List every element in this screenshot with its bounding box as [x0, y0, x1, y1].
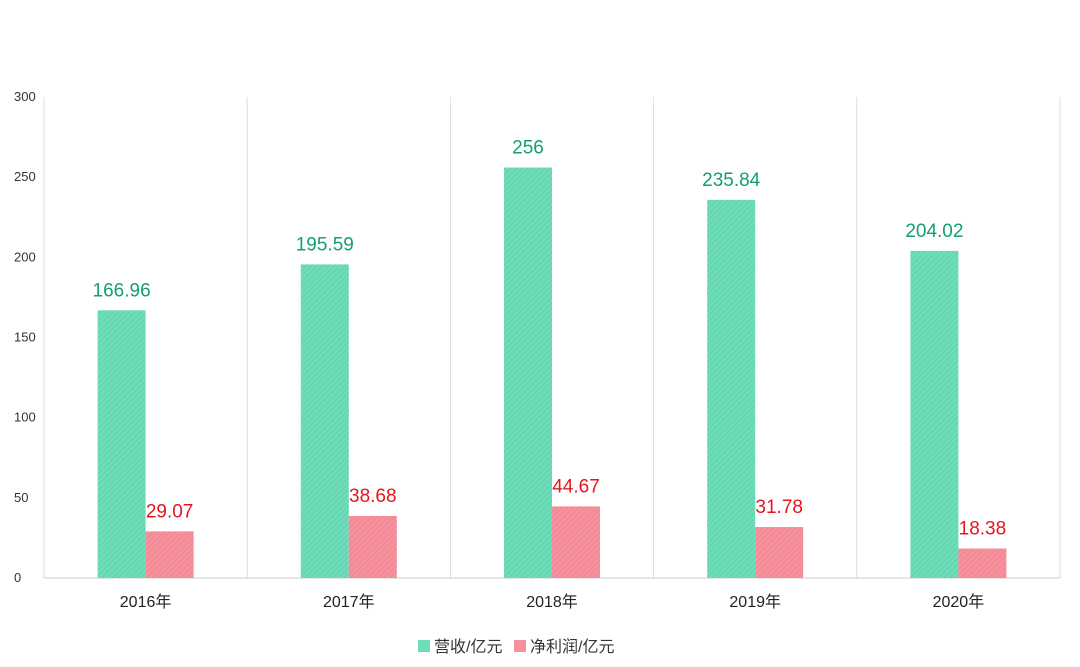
bar-revenue [707, 199, 756, 578]
bar-profit [145, 531, 194, 578]
data-label-profit: 44.67 [552, 476, 600, 497]
data-label-revenue: 195.59 [296, 234, 354, 255]
x-tick-label: 2017年 [323, 593, 375, 611]
x-tick-label: 2020年 [933, 593, 985, 611]
legend-label: 营收/亿元 [434, 638, 502, 656]
data-label-profit: 38.68 [349, 486, 397, 507]
data-label-revenue: 204.02 [905, 221, 963, 242]
x-tick-label: 2016年 [120, 593, 172, 611]
bars [97, 167, 1007, 578]
data-label-profit: 31.78 [755, 497, 803, 518]
y-tick-label: 100 [14, 410, 36, 425]
data-label-revenue: 235.84 [702, 170, 761, 191]
data-label-profit: 18.38 [959, 519, 1007, 540]
data-label-revenue: 256 [512, 138, 544, 159]
x-tick-label: 2019年 [729, 593, 781, 611]
bar-revenue [504, 167, 552, 578]
y-tick-label: 200 [14, 249, 36, 264]
x-axis: 2016年 2017年 2018年 2019年 2020年 [120, 593, 984, 611]
bar-revenue [300, 264, 349, 578]
bar-revenue [97, 310, 146, 578]
bar-profit [755, 527, 804, 578]
bar-profit [958, 548, 1007, 578]
y-tick-label: 250 [14, 169, 36, 184]
y-axis: 0 50 100 150 200 250 300 [14, 89, 36, 585]
y-tick-label: 300 [14, 89, 36, 104]
x-tick-label: 2018年 [526, 593, 578, 611]
legend: 营收/亿元 净利润/亿元 [418, 638, 614, 656]
data-label-profit: 29.07 [146, 501, 194, 522]
legend-swatch [514, 640, 526, 652]
y-tick-label: 150 [14, 330, 36, 345]
data-labels: 166.96 29.07 195.59 38.68 256 44.67 235.84 31.7… [93, 138, 1007, 540]
bar-revenue [910, 250, 959, 578]
bar-profit [348, 515, 397, 578]
legend-label: 净利润/亿元 [530, 638, 614, 656]
data-label-revenue: 166.96 [93, 280, 151, 301]
legend-swatch [418, 640, 430, 652]
y-tick-label: 0 [14, 570, 21, 585]
y-tick-label: 50 [14, 490, 28, 505]
bar-profit [552, 506, 600, 578]
